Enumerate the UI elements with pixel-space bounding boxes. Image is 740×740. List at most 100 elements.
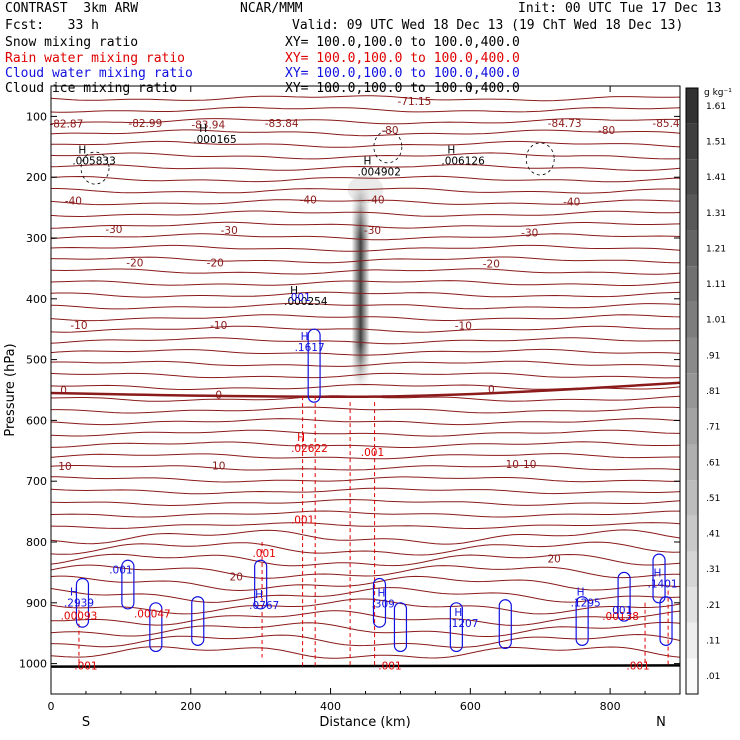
field-xy-rain: XY= 100.0,100.0 to 100.0,400.0 xyxy=(285,51,520,66)
temperature-contour xyxy=(51,553,680,567)
high-marker-value: .004902 xyxy=(358,166,401,178)
colorbar-swatch xyxy=(686,658,698,694)
temperature-contour-label: -40 xyxy=(367,195,384,207)
title-line1-left: CONTRAST 3km ARW xyxy=(5,1,139,16)
colorbar-swatch xyxy=(686,480,698,516)
field-xy-cloud-ice: XY= 100.0,100.0 to 100.0,400.0 xyxy=(285,81,520,96)
temperature-contour xyxy=(51,106,680,113)
temperature-contour xyxy=(51,406,680,414)
colorbar-tick-label: .01 xyxy=(706,672,720,682)
high-marker-value: .309 xyxy=(371,599,394,611)
ice-contour xyxy=(373,130,403,164)
x-tick-label: 0 xyxy=(48,700,55,713)
field-xy-snow: XY= 100.0,100.0 to 100.0,400.0 xyxy=(285,35,520,50)
contour-value-label: .001 xyxy=(291,515,314,527)
temperature-contour-label: 20 xyxy=(548,553,561,565)
x-tick-label: 400 xyxy=(320,700,341,713)
temperature-contour-label: -40 xyxy=(65,195,82,207)
temperature-contour xyxy=(51,529,680,545)
colorbar-swatch xyxy=(686,159,698,195)
contour-value-label: .001 xyxy=(378,660,401,672)
contour-value-label: .00138 xyxy=(602,611,639,623)
title-line1-right: Init: 00 UTC Tue 17 Dec 13 xyxy=(518,1,722,16)
temperature-contour xyxy=(51,95,680,102)
high-marker-label: H xyxy=(377,588,385,600)
high-marker-label: H xyxy=(297,432,305,444)
temperature-contour xyxy=(51,164,680,171)
temperature-contour xyxy=(51,598,680,615)
cloud-water-contour xyxy=(393,602,408,653)
colorbar-swatch xyxy=(686,123,698,160)
temperature-contour xyxy=(51,210,680,218)
colorbar-frame xyxy=(685,87,699,695)
contour-value-label: .001 xyxy=(252,548,275,560)
high-marker-value: .1295 xyxy=(571,597,601,609)
colorbar-swatch xyxy=(686,515,698,552)
contour-value-label: .00093 xyxy=(61,611,98,623)
north-end-label: N xyxy=(656,715,666,730)
y-tick-label: 900 xyxy=(26,597,47,610)
x-tick-label: 600 xyxy=(460,700,481,713)
temperature-contour xyxy=(51,348,680,356)
colorbar-swatch xyxy=(686,194,698,231)
temperature-contour xyxy=(51,418,680,426)
temperature-contour xyxy=(51,372,680,379)
high-marker-label: H xyxy=(290,285,298,297)
temperature-contour xyxy=(51,541,680,556)
colorbar-tick-label: 1.41 xyxy=(706,173,726,183)
temperature-contour-label: 10 xyxy=(506,459,519,471)
temperature-contour-label: -30 xyxy=(521,228,538,240)
x-axis-title: Distance (km) xyxy=(319,715,410,730)
high-marker-value: .1401 xyxy=(648,578,678,590)
temperature-contour xyxy=(51,280,680,286)
temperature-contour xyxy=(51,441,680,448)
y-tick-label: 200 xyxy=(26,171,47,184)
temperature-contour xyxy=(51,140,680,148)
temperature-contour xyxy=(51,256,680,264)
temperature-contour xyxy=(51,610,680,626)
colorbar-swatch xyxy=(686,587,698,623)
colorbar-tick-label: .71 xyxy=(706,423,720,433)
y-tick-label: 600 xyxy=(26,414,47,427)
plot-area: -71.15 -82.87 -82.99 -83.94 -83.84 -84.73 -85.… xyxy=(49,95,680,672)
temperature-contour xyxy=(51,337,680,345)
high-marker-value: .02622 xyxy=(291,443,328,455)
high-marker-value: .1617 xyxy=(295,342,325,354)
cloud-water-contour xyxy=(498,599,512,650)
temperature-contour xyxy=(51,465,680,471)
cloud-water-contour xyxy=(254,559,268,610)
field-name-snow: Snow mixing ratio xyxy=(5,35,139,50)
colorbar-tick-label: .31 xyxy=(706,565,720,575)
temperature-contour-label: 10 xyxy=(212,460,225,472)
cloud-water-contour xyxy=(652,553,666,604)
temperature-contour xyxy=(51,429,680,437)
cloud-water-contour xyxy=(659,596,673,646)
high-marker-label: H xyxy=(454,607,462,619)
high-marker-label: H xyxy=(577,586,585,598)
x-tick-label: 800 xyxy=(600,700,621,713)
high-marker-label: H xyxy=(654,567,662,579)
cloud-water-contour xyxy=(449,602,463,653)
contour-value-label: .001 xyxy=(109,564,132,576)
colorbar-swatch xyxy=(686,551,698,588)
cloud-water-contour xyxy=(617,571,631,622)
temperature-contour-label: -20 xyxy=(207,257,224,269)
colorbar: .01 .11 .21 .31 .41 .51 .61 .71 .81 .91 1.01 1.11 1.… xyxy=(685,87,726,695)
temperature-contour xyxy=(51,152,680,160)
temperature-contour xyxy=(51,498,680,507)
temperature-contour-label: 0 xyxy=(60,385,67,397)
colorbar-tick-label: .11 xyxy=(706,637,720,647)
colorbar-tick-label: .81 xyxy=(706,387,720,397)
high-marker-value: .005833 xyxy=(72,155,115,167)
temperature-contour xyxy=(51,175,680,183)
high-marker-value: .2939 xyxy=(64,597,94,609)
temperature-contour-label: -40 xyxy=(300,195,317,207)
high-marker-value: .000254 xyxy=(284,296,328,308)
temperature-contour-label: -20 xyxy=(126,257,143,269)
colorbar-swatch xyxy=(686,88,698,124)
temperature-contour-label: -71.15 xyxy=(397,96,431,108)
high-marker-value: .0767 xyxy=(249,600,279,612)
colorbar-swatch xyxy=(686,444,698,481)
temperature-contour xyxy=(51,233,680,241)
